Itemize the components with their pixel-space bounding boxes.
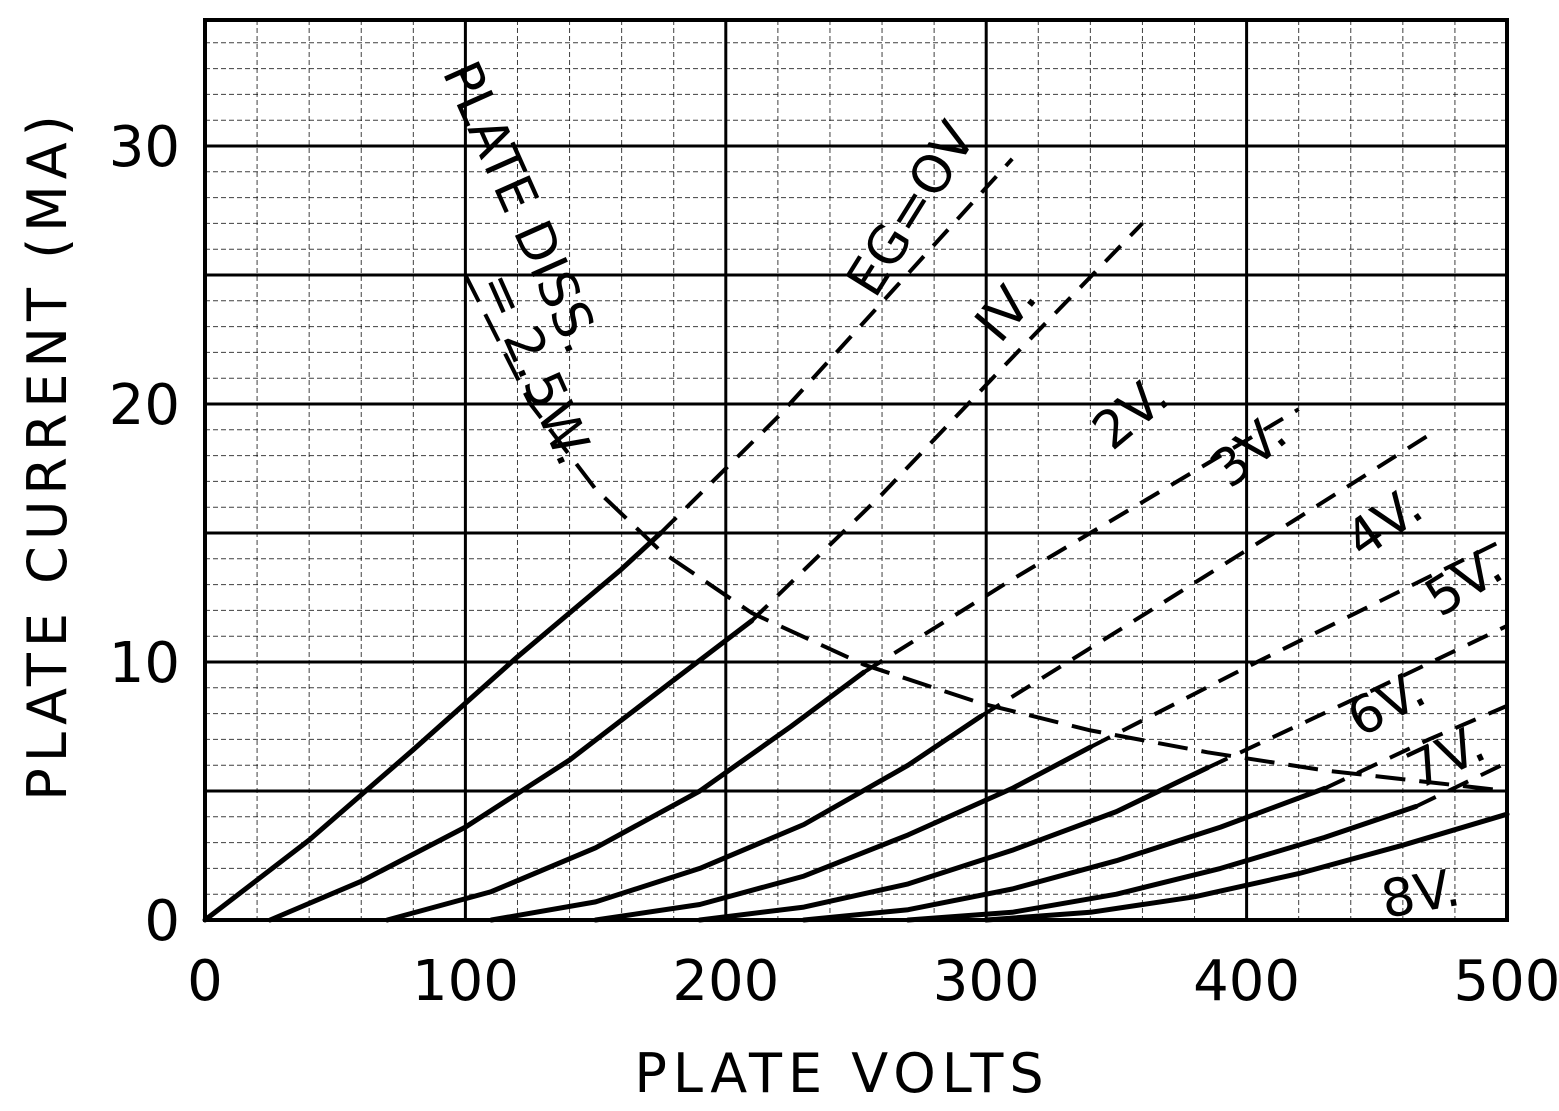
curve-dashed-2	[862, 407, 1300, 674]
curve-dashed-5	[1206, 624, 1508, 770]
curve-solid-3	[488, 713, 984, 923]
dissipation-curve-group	[463, 274, 1508, 793]
curve-dashed-4	[1089, 536, 1508, 749]
grid	[203, 18, 1509, 922]
x-tick-label: 200	[672, 949, 779, 1014]
eg-1v-label: IV.	[964, 268, 1049, 353]
curve-dashed-7	[1415, 760, 1508, 809]
eg-5v-label: 5V.	[1415, 537, 1513, 629]
curve-dashed-1	[750, 222, 1144, 623]
y-tick-label: 10	[109, 631, 180, 696]
plot-frame	[203, 18, 1509, 922]
curve-solid-1	[267, 618, 755, 923]
curve-dashed-6	[1323, 704, 1508, 791]
plate-dissipation-curve	[463, 274, 1508, 793]
y-tick-label: 30	[109, 115, 180, 180]
eg-3v-label: 3V.	[1200, 404, 1299, 500]
x-tick-label: 500	[1454, 949, 1559, 1014]
curve-solid-8	[983, 811, 1510, 923]
curve-solid-0	[202, 530, 664, 923]
curve-solid-6	[801, 785, 1328, 923]
curves-group	[202, 157, 1510, 923]
x-tick-label: 100	[412, 949, 519, 1014]
curve-solid-7	[905, 804, 1419, 923]
curve-solid-5	[697, 765, 1210, 923]
curve-solid-4	[593, 744, 1093, 923]
y-tick-label: 0	[144, 889, 180, 954]
x-axis-title: PLATE VOLTS	[634, 1042, 1049, 1105]
x-tick-label: 0	[187, 949, 223, 1014]
y-tick-label: 20	[109, 373, 180, 438]
tick-labels-group: 0 100 200 300 400 500 0 10 20 30	[109, 115, 1559, 1014]
eg-2v-label: 2V.	[1082, 366, 1181, 462]
x-tick-label: 300	[933, 949, 1040, 1014]
curve-dashed-3	[979, 433, 1430, 718]
eg-8v-label: 8V.	[1377, 858, 1465, 931]
curve-solid-2	[384, 669, 867, 923]
curve-dashed-0	[659, 157, 1014, 535]
eg-4v-label: 4V.	[1335, 476, 1434, 570]
x-tick-label: 400	[1193, 949, 1300, 1014]
y-axis-title: PLATE CURRENT (MA)	[16, 109, 79, 801]
